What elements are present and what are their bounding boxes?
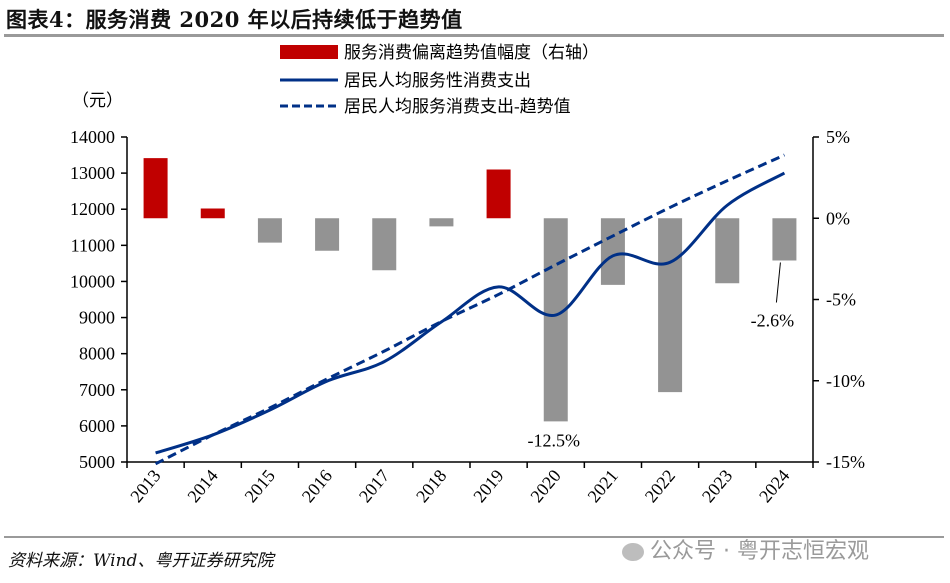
legend-swatch-bar (280, 45, 338, 59)
left-axis-tick-label: 9000 (79, 308, 115, 328)
source-note: 资料来源：Wind、粤开证券研究院 (8, 551, 274, 571)
bar-2021 (600, 218, 625, 285)
right-axis-tick-label: -15% (826, 452, 865, 472)
x-axis-tick-label: 2021 (584, 466, 622, 506)
right-axis-tick-label: 0% (826, 208, 850, 228)
x-axis-tick-label: 2023 (698, 466, 736, 506)
bar-2013 (143, 158, 168, 219)
bars (143, 158, 797, 422)
bar-2024 (772, 218, 797, 261)
annotation-label: -12.5% (528, 430, 581, 450)
bar-2018 (429, 218, 454, 227)
left-axis-tick-label: 6000 (79, 416, 115, 436)
legend-label: 居民人均服务消费支出-趋势值 (344, 97, 571, 116)
bar-2022 (658, 218, 683, 393)
right-axis-tick-label: -5% (826, 290, 856, 310)
x-axis-tick-label: 2020 (526, 466, 564, 506)
left-axis-tick-label: 8000 (79, 344, 115, 364)
top-divider (4, 34, 944, 37)
bar-2015 (257, 218, 282, 243)
annotation-label: -2.6% (751, 311, 795, 331)
left-axis-tick-label: 13000 (70, 163, 115, 183)
right-axis-tick-label: 5% (826, 127, 850, 147)
bar-2016 (315, 218, 340, 251)
x-axis-tick-label: 2018 (412, 466, 450, 506)
chart-title: 图表4：服务消费 2020 年以后持续低于趋势值 (6, 7, 463, 32)
x-axis-tick-label: 2019 (469, 466, 507, 506)
annotations: -12.5% -2.6% (528, 262, 795, 450)
left-axis-tick-label: 14000 (70, 127, 115, 147)
x-axis-tick-label: 2017 (355, 466, 393, 506)
wechat-icon (622, 543, 644, 561)
actual-line (155, 171, 786, 455)
watermark: 公众号 · 粤开志恒宏观 (622, 533, 869, 565)
left-axis-tick-label: 12000 (70, 199, 115, 219)
x-axis-tick-label: 2024 (755, 466, 793, 506)
x-axis-tick-label: 2014 (183, 466, 221, 506)
bottom-divider (4, 536, 944, 538)
left-axis-unit: （元） (72, 91, 123, 110)
lines (154, 153, 786, 466)
trend-line (154, 153, 786, 466)
right-axis-tick-label: -10% (826, 371, 865, 391)
legend-label: 服务消费偏离趋势值幅度（右轴） (344, 43, 599, 62)
bar-2019 (486, 169, 511, 219)
annotation-leader-line (775, 262, 781, 303)
left-axis-tick-label: 7000 (79, 380, 115, 400)
x-axis-tick-label: 2015 (241, 466, 279, 506)
left-axis-tick-label: 11000 (71, 235, 115, 255)
legend-label: 居民人均服务性消费支出 (344, 71, 531, 90)
bar-2023 (715, 218, 740, 284)
left-axis-tick-label: 5000 (79, 452, 115, 472)
x-axis-tick-label: 2013 (126, 466, 164, 506)
bar-2017 (372, 218, 397, 271)
bar-2014 (200, 208, 225, 219)
chart: 服务消费偏离趋势值幅度（右轴） 居民人均服务性消费支出居民人均服务消费支出-趋势值… (70, 43, 865, 506)
watermark-text: 公众号 · 粤开志恒宏观 (650, 539, 869, 564)
x-axis-tick-label: 2016 (298, 466, 336, 506)
left-axis-tick-label: 10000 (70, 271, 115, 291)
x-axis-tick-label: 2022 (641, 466, 679, 506)
bar-2020 (543, 218, 568, 422)
